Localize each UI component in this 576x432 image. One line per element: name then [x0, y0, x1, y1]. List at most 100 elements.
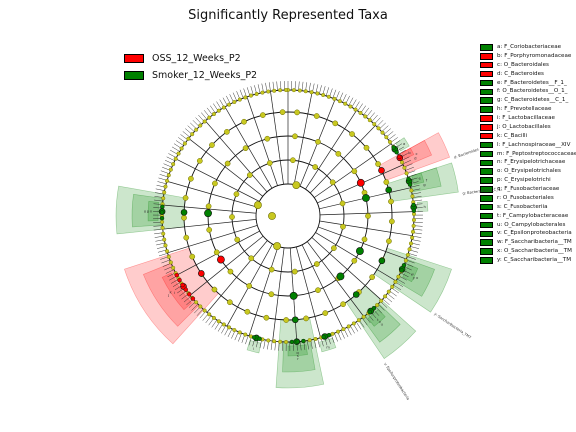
legend-swatch-smoker — [124, 71, 144, 80]
taxon-node — [376, 126, 381, 131]
taxa-key-label: e: F_Bacteroidetes__F_1_ — [497, 79, 567, 86]
taxon-node — [332, 120, 339, 127]
clade-letter-u: u — [381, 321, 384, 326]
taxa-key-item: f: O_Bacteroidetes__O_1_ — [480, 87, 576, 96]
taxa-key-item: a: F_Coriobacteriaceae — [480, 43, 576, 52]
taxa-key-label: c: O_Bacteroidales — [497, 61, 549, 68]
significant-leaf-a — [394, 150, 399, 155]
taxon-node — [290, 157, 296, 164]
taxa-key-item: v: C_Epsilonproteobacteria — [480, 229, 576, 238]
leaf-branch — [164, 266, 173, 271]
significant-leaf-t — [371, 305, 377, 311]
taxon-node — [259, 112, 266, 118]
leaf-branch — [243, 88, 247, 98]
leaf-branch — [361, 317, 368, 326]
taxon-node — [343, 101, 348, 106]
branch — [315, 232, 397, 282]
branch — [246, 96, 278, 186]
significant-node-c — [378, 167, 385, 174]
taxon-node — [346, 324, 351, 329]
taxon-node — [330, 331, 335, 336]
taxon-node — [396, 274, 401, 279]
taxon-node — [221, 105, 226, 110]
clade-outer-label: d: Bacteroides — [453, 147, 479, 159]
taxon-node — [349, 131, 355, 137]
taxon-node — [380, 130, 385, 135]
taxa-key-swatch — [480, 221, 493, 229]
taxon-node — [321, 93, 326, 98]
taxa-key-label: a: F_Coriobacteriaceae — [497, 44, 562, 50]
leaf-branch — [268, 82, 271, 92]
clade-letter-c: c — [415, 151, 417, 156]
leaf-branch — [183, 296, 192, 303]
significant-node-x — [378, 257, 386, 265]
taxon-node — [207, 115, 212, 120]
taxon-node — [388, 198, 394, 205]
significant-node-k — [217, 255, 225, 264]
taxon-node — [365, 213, 371, 219]
taxon-node — [202, 308, 207, 313]
leaf-branch — [382, 298, 390, 306]
taxa-key-item: b: F_Porphyromonadaceae — [480, 52, 576, 61]
taxon-node — [198, 123, 203, 128]
significant-node-f — [385, 186, 392, 194]
leaf-branch — [356, 321, 362, 330]
taxon-node — [312, 164, 318, 170]
taxon-node — [407, 247, 412, 252]
branch — [309, 125, 376, 194]
taxon-node — [322, 310, 329, 316]
leaf-branch — [381, 125, 389, 132]
taxa-key-label: j: O_Lactobacillales — [497, 123, 551, 130]
taxon-node — [369, 274, 375, 280]
leaf-branch — [276, 81, 278, 91]
clade-letter-x: x — [416, 275, 419, 280]
significant-leaf-i — [174, 272, 179, 278]
significant-leaf-t — [367, 309, 372, 315]
taxon-node — [315, 287, 321, 294]
taxon-node — [404, 171, 409, 176]
taxon-node — [216, 319, 221, 324]
leaf-branch — [154, 235, 164, 238]
clade-letter-g: g — [423, 182, 426, 187]
significant-leaf-i — [183, 287, 189, 292]
taxa-key-item: d: C_Bacteroides — [480, 70, 576, 79]
taxa-key-label: o: O_Erysipelotrichales — [497, 168, 561, 175]
leaf-branch — [357, 103, 363, 112]
taxon-node — [242, 145, 249, 152]
taxa-key-label: v: C_Epsilonproteobacteria — [497, 230, 572, 237]
significant-leaf-q — [301, 338, 306, 344]
leaf-branch — [413, 228, 423, 231]
significant-leaf-h — [411, 208, 417, 213]
significant-leaf-i — [190, 296, 196, 301]
taxon-node — [403, 258, 408, 263]
taxon-node — [237, 330, 242, 335]
taxon-node — [163, 243, 168, 248]
taxon-node — [260, 90, 265, 95]
significant-leaf-m — [326, 332, 332, 338]
significant-leaf-b — [397, 154, 402, 160]
taxon-node — [292, 133, 298, 140]
taxon-node — [389, 218, 395, 225]
branch — [248, 246, 279, 336]
branch — [295, 246, 321, 338]
taxon-node — [335, 150, 342, 157]
leaf-branch — [238, 333, 242, 342]
taxon-node — [166, 173, 171, 178]
significant-leaf-w — [399, 268, 404, 273]
leaf-branch — [153, 228, 163, 231]
clade-letter-b: b — [408, 150, 411, 155]
taxon-node — [211, 112, 216, 117]
clade-letter-e: e — [419, 176, 422, 181]
leaf-branch — [330, 334, 335, 343]
clade-letter-a: a — [403, 141, 405, 146]
taxa-key-swatch — [480, 132, 493, 140]
significant-node-o — [180, 209, 188, 216]
taxon-node — [348, 104, 353, 109]
taxa-key-swatch — [480, 88, 493, 96]
taxa-key-label: p: C_Erysipelotrichi — [497, 177, 551, 184]
taxon-node — [209, 142, 215, 148]
taxon-node — [171, 162, 176, 167]
leaf-branch — [334, 333, 338, 342]
taxon-node — [254, 91, 259, 96]
taxa-key-item: o: O_Erysipelotrichales — [480, 167, 576, 176]
